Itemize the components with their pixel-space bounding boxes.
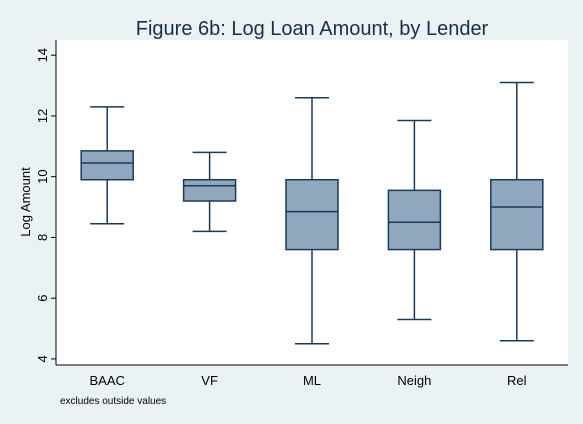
box-vf [182, 151, 237, 233]
x-tick-label: VF [201, 373, 218, 388]
iqr-box [182, 178, 237, 202]
y-tick-label: 14 [35, 48, 50, 62]
iqr-box [387, 189, 442, 251]
y-tick-label: 4 [35, 355, 50, 362]
x-ticks: BAAC VF ML Neigh Rel [89, 373, 526, 388]
y-tick-label: 12 [35, 109, 50, 123]
x-tick-label: BAAC [89, 373, 124, 388]
box-neigh [387, 119, 442, 321]
y-axis-label: Log Amount [18, 167, 33, 237]
box-baac [80, 106, 134, 225]
x-tick-label: ML [303, 373, 321, 388]
y-tick-label: 10 [35, 169, 50, 183]
y-tick-label: 6 [35, 295, 50, 302]
chart-title: Figure 6b: Log Loan Amount, by Lender [136, 18, 489, 40]
y-ticks: 4 6 8 10 12 14 [35, 48, 56, 363]
iqr-box [80, 150, 134, 181]
y-tick-label: 8 [35, 234, 50, 241]
x-tick-label: Neigh [397, 373, 431, 388]
x-tick-label: Rel [507, 373, 527, 388]
box-series [80, 81, 544, 345]
box-ml [285, 96, 339, 345]
box-rel [490, 81, 544, 342]
iqr-box [285, 178, 339, 251]
chart-note: excludes outside values [60, 396, 166, 407]
iqr-box [490, 178, 544, 251]
